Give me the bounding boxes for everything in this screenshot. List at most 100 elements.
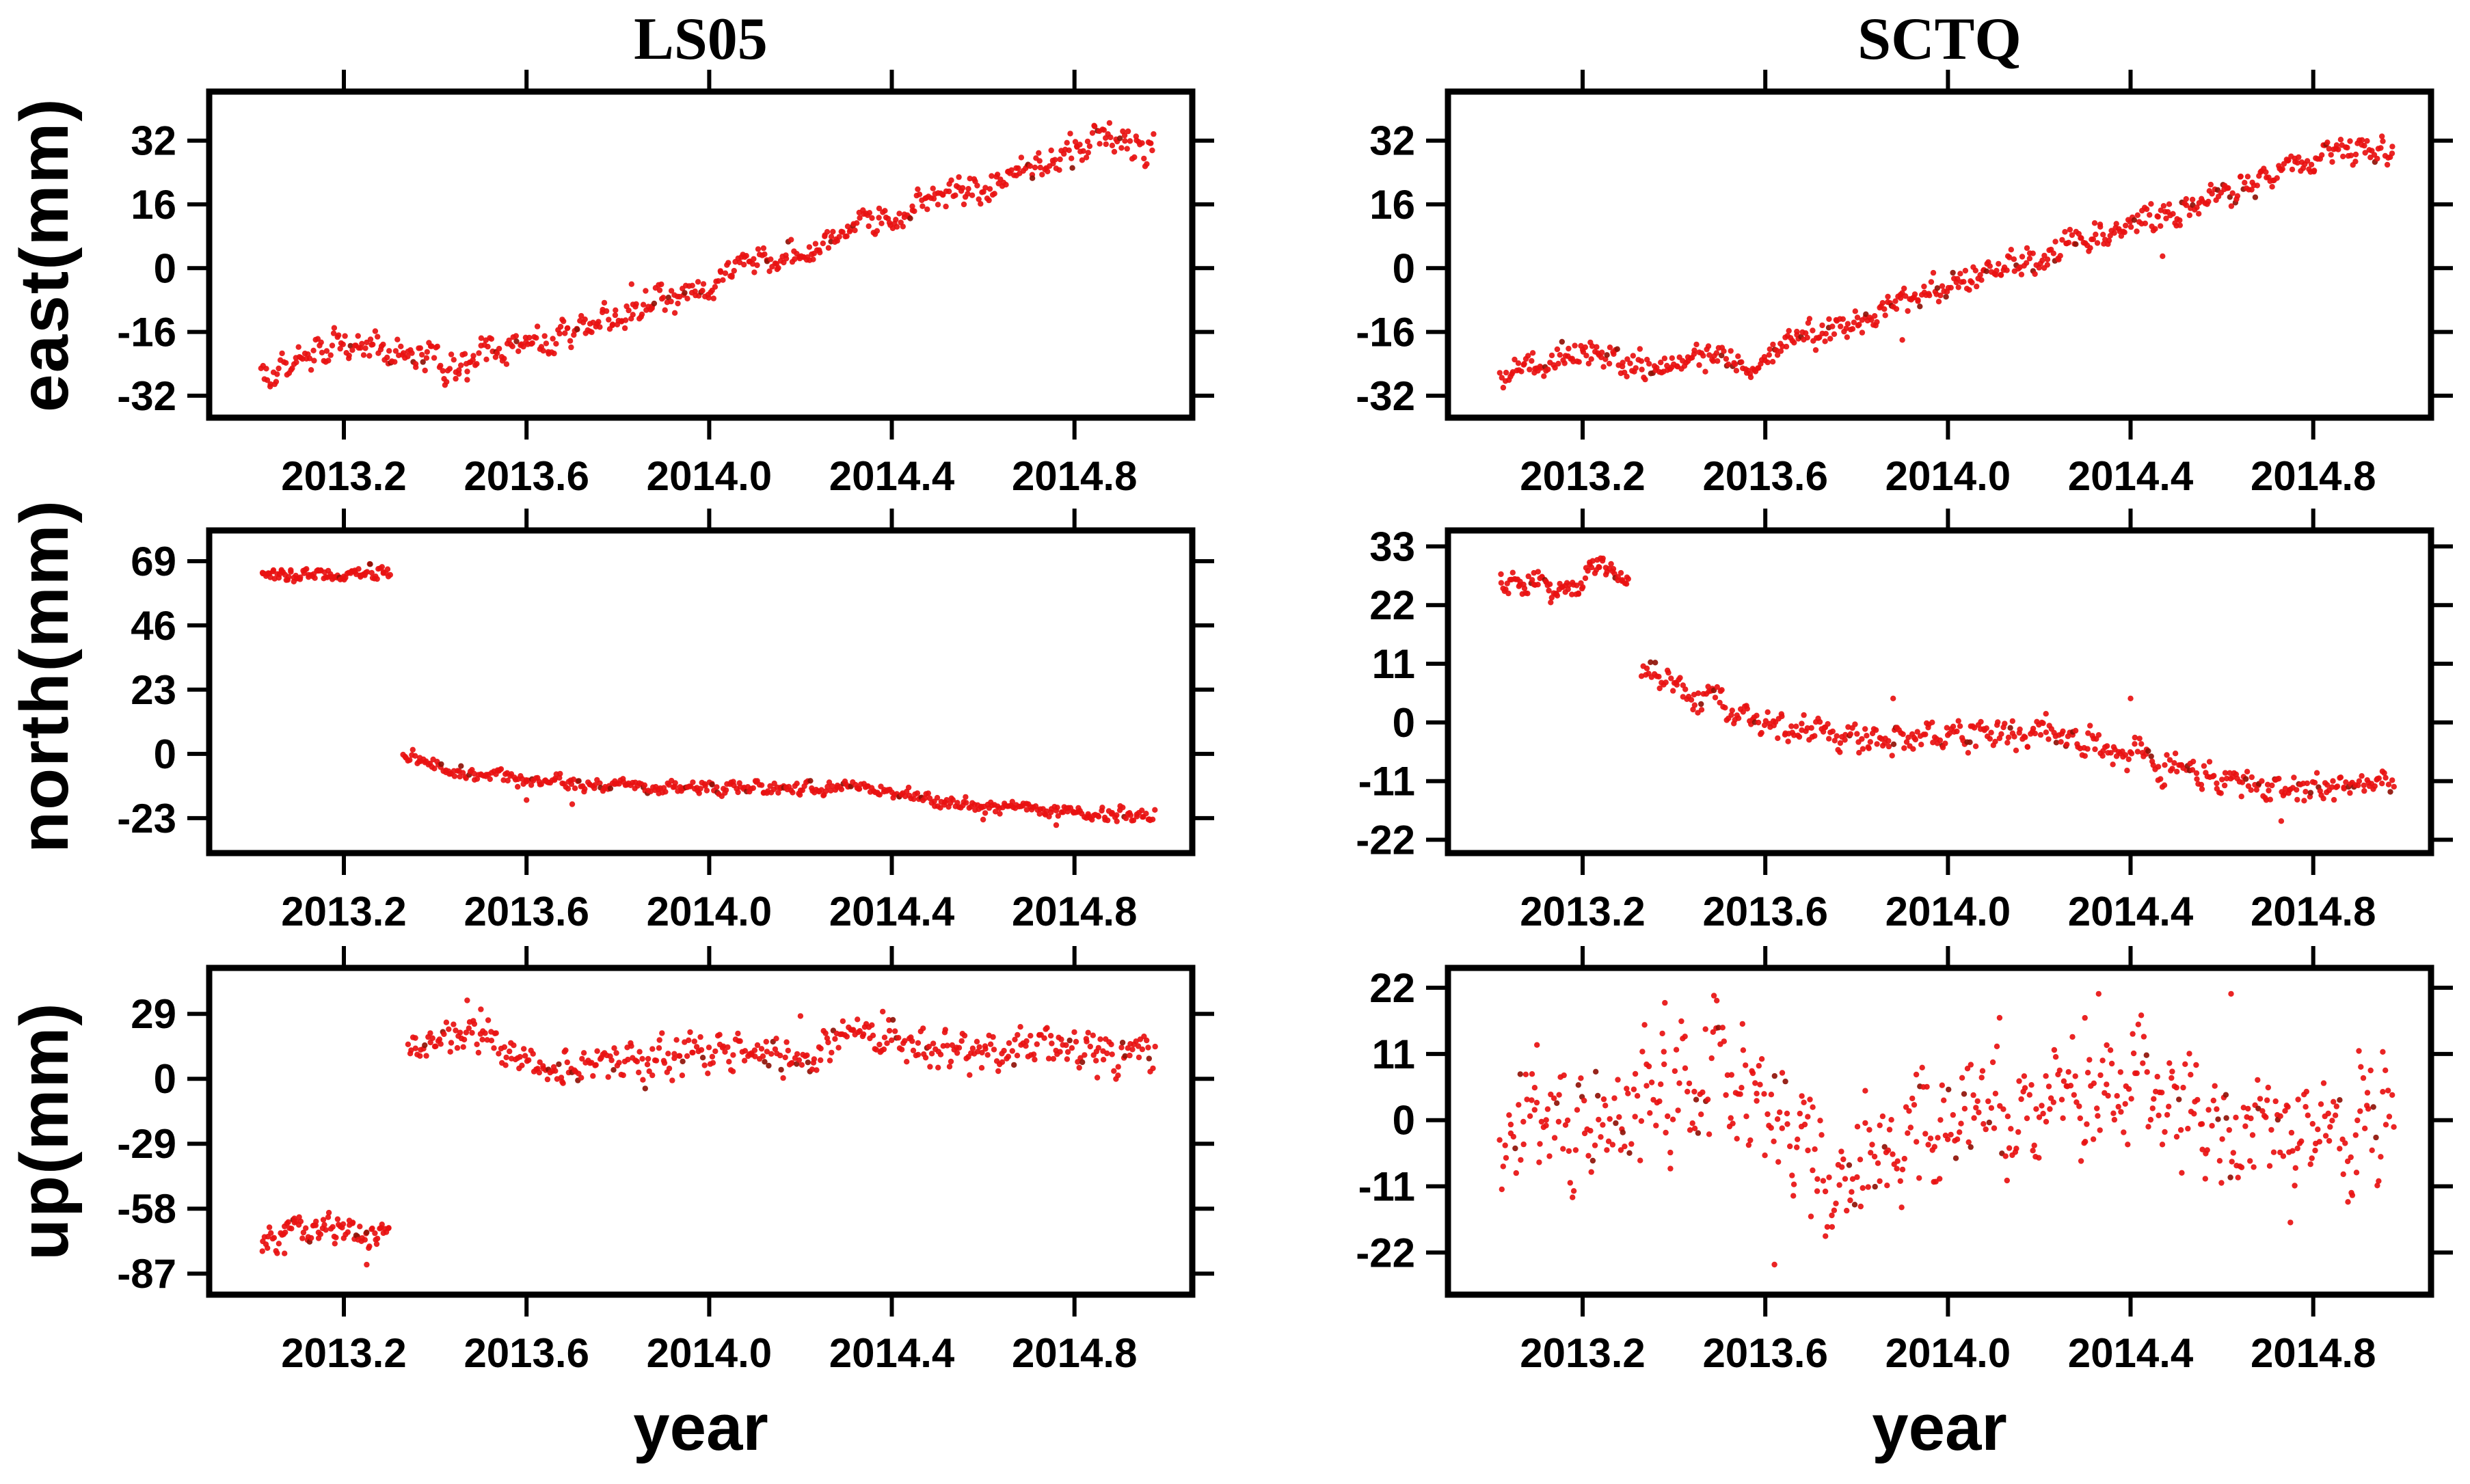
scatter-point	[1616, 1114, 1622, 1120]
scatter-point	[1521, 361, 1527, 367]
scatter-point	[2145, 1124, 2151, 1130]
scatter-point	[666, 1065, 673, 1072]
scatter-point	[422, 1042, 428, 1049]
scatter-point	[1638, 673, 1645, 679]
scatter-point	[656, 287, 663, 293]
scatter-point	[1569, 591, 1575, 597]
scatter-point	[1810, 327, 1816, 334]
scatter-point	[1810, 1104, 1816, 1110]
scatter-point	[424, 349, 430, 355]
scatter-point	[2294, 796, 2300, 803]
scatter-point	[1646, 361, 1652, 367]
scatter-point	[597, 324, 603, 330]
scatter-point	[362, 345, 368, 351]
scatter-panel-sctq-north: 2013.2 2013.6 2014.0 2014.4 2014.83322110-11…	[1356, 509, 2453, 934]
scatter-point	[1987, 736, 1993, 742]
scatter-point	[850, 1027, 857, 1033]
scatter-point	[718, 269, 724, 275]
scatter-point	[1036, 150, 1042, 156]
scatter-point	[1630, 353, 1636, 359]
scatter-point	[2084, 1070, 2091, 1076]
scatter-point	[1996, 1014, 2003, 1021]
scatter-point	[304, 566, 310, 572]
scatter-point	[2345, 1199, 2351, 1205]
scatter-point	[1009, 1048, 1016, 1054]
scatter-point	[1885, 743, 1892, 750]
scatter-point	[2008, 1126, 2014, 1132]
scatter-point	[333, 1235, 339, 1241]
scatter-point	[1541, 373, 1547, 379]
scatter-point	[431, 766, 438, 772]
scatter-point	[870, 1032, 876, 1039]
scatter-point	[1500, 1163, 1506, 1170]
scatter-point	[2151, 1096, 2157, 1102]
scatter-point-outlier	[807, 257, 813, 263]
scatter-point	[2041, 252, 2048, 259]
scatter-point	[1023, 1038, 1030, 1044]
scatter-point	[1881, 306, 1888, 312]
scatter-point	[1011, 1062, 1017, 1068]
scatter-point	[1115, 1064, 1121, 1070]
scatter-point	[1964, 1066, 1971, 1072]
scatter-point	[553, 340, 559, 347]
scatter-point	[266, 1224, 273, 1230]
scatter-point	[568, 344, 574, 351]
scatter-point	[2194, 776, 2200, 782]
scatter-point	[500, 777, 507, 783]
scatter-point	[1710, 358, 1717, 364]
scatter-point	[1907, 1124, 1914, 1131]
scatter-point	[758, 1046, 765, 1052]
scatter-point	[2341, 785, 2347, 792]
scatter-point	[2380, 1049, 2386, 1055]
scatter-point	[855, 1016, 861, 1023]
scatter-point-outlier	[478, 1006, 484, 1012]
scatter-point	[2155, 213, 2161, 220]
scatter-point	[1143, 811, 1149, 817]
scatter-point-outlier	[1662, 999, 1668, 1006]
scatter-point	[1531, 1107, 1538, 1113]
scatter-point	[1726, 361, 1732, 368]
scatter-point	[1837, 749, 1843, 755]
y-tick-label: -22	[1356, 1230, 1415, 1276]
scatter-point	[1499, 1186, 1505, 1193]
scatter-point	[1903, 739, 1910, 745]
scatter-point	[1946, 730, 1952, 737]
scatter-point	[1149, 816, 1156, 823]
scatter-point	[347, 342, 353, 349]
scatter-point	[337, 345, 343, 352]
scatter-point	[828, 787, 834, 794]
scatter-point	[2242, 1123, 2248, 1129]
scatter-point	[2319, 152, 2325, 158]
scatter-point	[2125, 756, 2132, 763]
scatter-point	[948, 1058, 954, 1065]
scatter-point	[1638, 358, 1645, 364]
scatter-point	[1790, 1193, 1797, 1199]
scatter-point	[1604, 352, 1610, 358]
scatter-point	[1793, 723, 1799, 729]
scatter-point	[386, 348, 392, 354]
scatter-point	[1955, 275, 1961, 282]
scatter-point-outlier	[980, 816, 986, 823]
scatter-point	[1562, 1122, 1569, 1129]
scatter-point	[2032, 730, 2038, 737]
scatter-point	[726, 1059, 732, 1065]
scatter-point	[2365, 1106, 2372, 1112]
scatter-point	[2337, 774, 2344, 781]
scatter-point	[1942, 740, 1948, 746]
scatter-point	[2115, 1103, 2121, 1110]
scatter-point	[2294, 1145, 2300, 1152]
scatter-point	[911, 208, 917, 215]
scatter-point	[1843, 325, 1849, 332]
scatter-point	[1537, 1141, 1543, 1147]
scatter-point	[1663, 1129, 1669, 1136]
scatter-point	[1804, 334, 1810, 341]
scatter-point	[1890, 741, 1897, 748]
scatter-point	[2188, 1072, 2194, 1078]
scatter-point	[703, 787, 710, 794]
scatter-point	[1084, 1038, 1090, 1044]
scatter-point	[1958, 1120, 1964, 1127]
scatter-point	[1885, 1147, 1892, 1154]
scatter-point-outlier	[1053, 822, 1060, 828]
scatter-point	[1570, 1194, 1576, 1200]
